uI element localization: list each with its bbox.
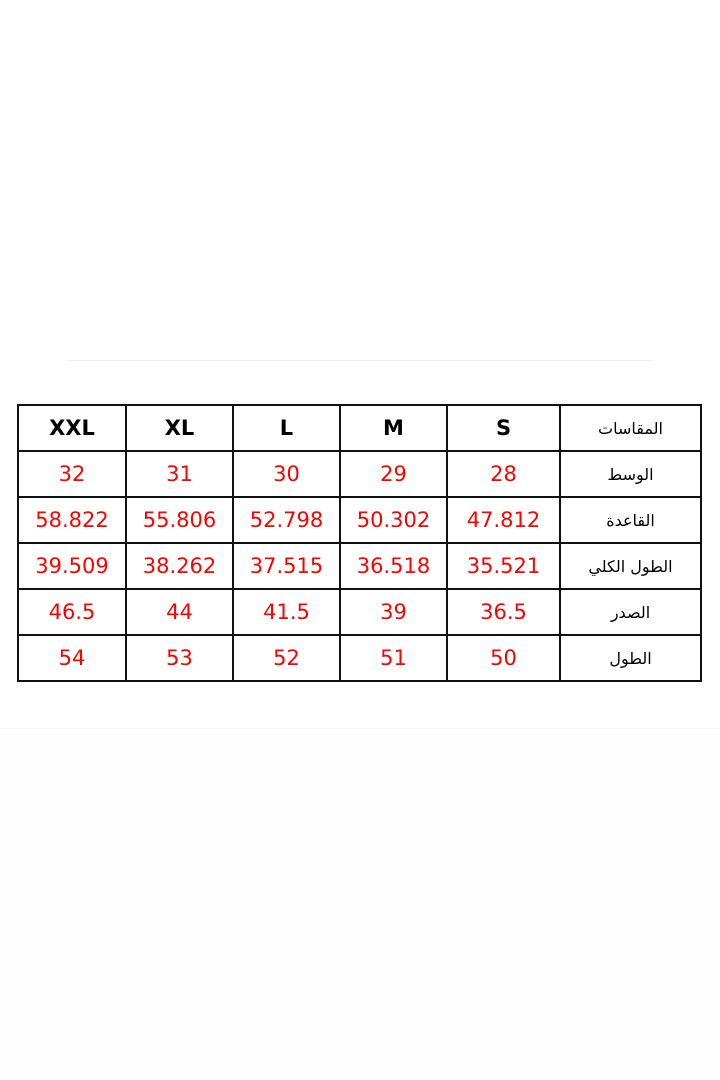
- table-row: 58.822 55.806 52.798 50.302 47.812 القاعدة: [17, 496, 702, 544]
- sizes-label-header: المقاسات: [559, 404, 702, 452]
- measurement-value: 53: [125, 634, 234, 682]
- table-row: 54 53 52 51 50 الطول: [17, 634, 702, 682]
- measurement-value: 39: [339, 588, 448, 636]
- measurement-value: 32: [17, 450, 127, 498]
- measurement-value: 30: [232, 450, 341, 498]
- measurement-value: 39.509: [17, 542, 127, 590]
- measurement-value: 38.262: [125, 542, 234, 590]
- measurement-label: القاعدة: [559, 496, 702, 544]
- measurement-value: 46.5: [17, 588, 127, 636]
- header-row: XXL XL L M S المقاسات: [17, 404, 702, 452]
- size-header: M: [339, 404, 448, 452]
- measurement-value: 52.798: [232, 496, 341, 544]
- background-band: [0, 728, 720, 1080]
- divider: [67, 360, 653, 361]
- measurement-value: 41.5: [232, 588, 341, 636]
- table-row: 39.509 38.262 37.515 36.518 35.521 الطول الكل…: [17, 542, 702, 590]
- measurement-value: 58.822: [17, 496, 127, 544]
- measurement-value: 35.521: [446, 542, 561, 590]
- size-chart-table: XXL XL L M S المقاسات 32 31 30 29 28 الوسط 58.…: [17, 404, 702, 682]
- table-row: 46.5 44 41.5 39 36.5 الصدر: [17, 588, 702, 636]
- measurement-value: 36.5: [446, 588, 561, 636]
- measurement-value: 52: [232, 634, 341, 682]
- size-header: L: [232, 404, 341, 452]
- table-row: 32 31 30 29 28 الوسط: [17, 450, 702, 498]
- measurement-value: 54: [17, 634, 127, 682]
- measurement-value: 36.518: [339, 542, 448, 590]
- measurement-label: الطول: [559, 634, 702, 682]
- size-header: XL: [125, 404, 234, 452]
- size-header: S: [446, 404, 561, 452]
- measurement-label: الصدر: [559, 588, 702, 636]
- measurement-value: 50.302: [339, 496, 448, 544]
- measurement-value: 44: [125, 588, 234, 636]
- measurement-value: 31: [125, 450, 234, 498]
- measurement-value: 37.515: [232, 542, 341, 590]
- measurement-label: الوسط: [559, 450, 702, 498]
- size-header: XXL: [17, 404, 127, 452]
- measurement-value: 55.806: [125, 496, 234, 544]
- measurement-value: 51: [339, 634, 448, 682]
- measurement-value: 47.812: [446, 496, 561, 544]
- measurement-value: 29: [339, 450, 448, 498]
- measurement-value: 28: [446, 450, 561, 498]
- measurement-label: الطول الكلي: [559, 542, 702, 590]
- measurement-value: 50: [446, 634, 561, 682]
